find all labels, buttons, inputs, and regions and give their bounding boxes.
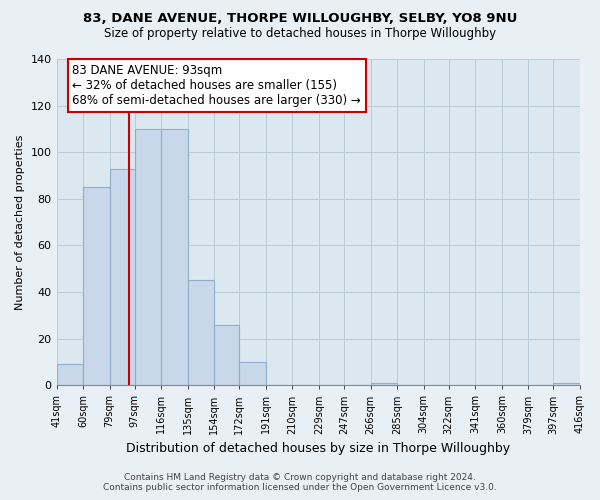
Bar xyxy=(239,362,266,386)
Bar xyxy=(553,383,580,386)
Bar xyxy=(135,129,161,386)
Bar xyxy=(56,364,83,386)
Bar xyxy=(214,324,239,386)
Text: Contains HM Land Registry data © Crown copyright and database right 2024.
Contai: Contains HM Land Registry data © Crown c… xyxy=(103,473,497,492)
Bar xyxy=(110,168,135,386)
X-axis label: Distribution of detached houses by size in Thorpe Willoughby: Distribution of detached houses by size … xyxy=(126,442,511,455)
Text: 83 DANE AVENUE: 93sqm
← 32% of detached houses are smaller (155)
68% of semi-det: 83 DANE AVENUE: 93sqm ← 32% of detached … xyxy=(72,64,361,107)
Bar xyxy=(371,383,397,386)
Y-axis label: Number of detached properties: Number of detached properties xyxy=(15,134,25,310)
Bar xyxy=(161,129,188,386)
Bar xyxy=(83,187,110,386)
Bar xyxy=(188,280,214,386)
Text: Size of property relative to detached houses in Thorpe Willoughby: Size of property relative to detached ho… xyxy=(104,28,496,40)
Text: 83, DANE AVENUE, THORPE WILLOUGHBY, SELBY, YO8 9NU: 83, DANE AVENUE, THORPE WILLOUGHBY, SELB… xyxy=(83,12,517,26)
